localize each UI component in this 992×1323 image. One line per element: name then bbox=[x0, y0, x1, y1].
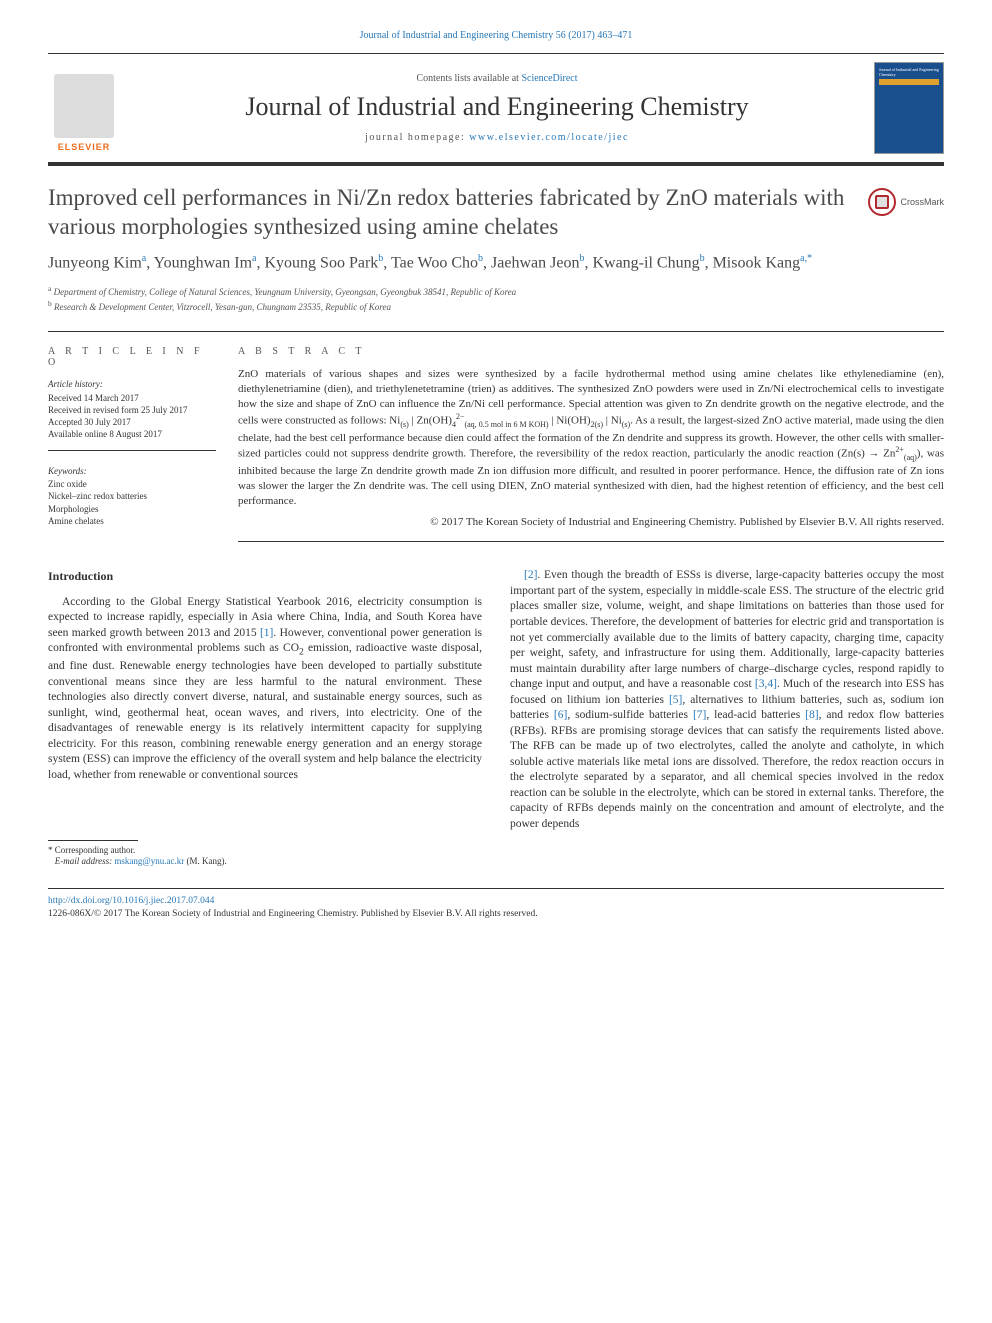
affiliation-a: a Department of Chemistry, College of Na… bbox=[48, 284, 944, 299]
corresponding-author-note: * Corresponding author. E-mail address: … bbox=[48, 845, 482, 868]
abstract-column: A B S T R A C T ZnO materials of various… bbox=[238, 346, 944, 542]
journal-cover-thumb: Journal of Industrial and Engineering Ch… bbox=[874, 62, 944, 154]
abstract-text: ZnO materials of various shapes and size… bbox=[238, 367, 944, 508]
crossmark-icon bbox=[868, 188, 896, 216]
page-footer: http://dx.doi.org/10.1016/j.jiec.2017.07… bbox=[48, 888, 944, 922]
top-citation: Journal of Industrial and Engineering Ch… bbox=[48, 30, 944, 41]
keyword: Zinc oxide bbox=[48, 478, 216, 490]
article-history-block: Article history: Received 14 March 2017 … bbox=[48, 378, 216, 451]
article-title: Improved cell performances in Ni/Zn redo… bbox=[48, 184, 852, 242]
history-line: Accepted 30 July 2017 bbox=[48, 416, 216, 428]
article-info-column: A R T I C L E I N F O Article history: R… bbox=[48, 346, 238, 542]
email-label: E-mail address: bbox=[55, 856, 112, 866]
history-line: Received in revised form 25 July 2017 bbox=[48, 404, 216, 416]
journal-header: ELSEVIER Contents lists available at Sci… bbox=[48, 53, 944, 166]
affiliations: a Department of Chemistry, College of Na… bbox=[48, 284, 944, 313]
elsevier-tree-icon bbox=[54, 74, 114, 138]
body-paragraph: [2]. Even though the breadth of ESSs is … bbox=[510, 568, 944, 832]
keyword: Amine chelates bbox=[48, 515, 216, 527]
homepage-prefix: journal homepage: bbox=[365, 132, 469, 143]
corresponding-email-link[interactable]: mskang@ynu.ac.kr bbox=[114, 856, 184, 866]
contents-line: Contents lists available at ScienceDirec… bbox=[134, 73, 860, 84]
keyword: Nickel–zinc redox batteries bbox=[48, 490, 216, 502]
crossmark-badge[interactable]: CrossMark bbox=[868, 188, 944, 216]
body-column-right: [2]. Even though the breadth of ESSs is … bbox=[510, 568, 944, 867]
sciencedirect-link[interactable]: ScienceDirect bbox=[521, 73, 577, 84]
body-column-left: Introduction According to the Global Ene… bbox=[48, 568, 482, 867]
keywords-block: Keywords: Zinc oxide Nickel–zinc redox b… bbox=[48, 465, 216, 527]
doi-link[interactable]: http://dx.doi.org/10.1016/j.jiec.2017.07… bbox=[48, 896, 214, 906]
journal-name: Journal of Industrial and Engineering Ch… bbox=[134, 92, 860, 122]
contents-prefix: Contents lists available at bbox=[416, 73, 521, 84]
body-paragraph: According to the Global Energy Statistic… bbox=[48, 595, 482, 784]
cover-thumb-text: Journal of Industrial and Engineering Ch… bbox=[879, 67, 939, 77]
corresponding-name-suffix: (M. Kang). bbox=[186, 856, 226, 866]
history-line: Received 14 March 2017 bbox=[48, 392, 216, 404]
article-info-heading: A R T I C L E I N F O bbox=[48, 346, 216, 368]
homepage-link[interactable]: www.elsevier.com/locate/jiec bbox=[469, 132, 629, 143]
authors-list: Junyeong Kima, Younghwan Ima, Kyoung Soo… bbox=[48, 252, 944, 275]
body-columns: Introduction According to the Global Ene… bbox=[48, 568, 944, 867]
corresponding-label: * Corresponding author. bbox=[48, 845, 135, 855]
keyword: Morphologies bbox=[48, 503, 216, 515]
elsevier-label: ELSEVIER bbox=[58, 142, 111, 152]
cover-thumb-bar bbox=[879, 79, 939, 85]
introduction-heading: Introduction bbox=[48, 568, 482, 584]
elsevier-logo: ELSEVIER bbox=[48, 64, 120, 152]
corresponding-divider bbox=[48, 840, 138, 841]
abstract-copyright: © 2017 The Korean Society of Industrial … bbox=[238, 515, 944, 530]
history-line: Available online 8 August 2017 bbox=[48, 428, 216, 440]
crossmark-label: CrossMark bbox=[900, 197, 944, 207]
homepage-line: journal homepage: www.elsevier.com/locat… bbox=[134, 132, 860, 143]
abstract-heading: A B S T R A C T bbox=[238, 346, 944, 357]
issn-copyright-line: 1226-086X/© 2017 The Korean Society of I… bbox=[48, 909, 538, 919]
history-label: Article history: bbox=[48, 378, 216, 390]
keywords-label: Keywords: bbox=[48, 465, 216, 477]
affiliation-b: b Research & Development Center, Vitzroc… bbox=[48, 299, 944, 314]
